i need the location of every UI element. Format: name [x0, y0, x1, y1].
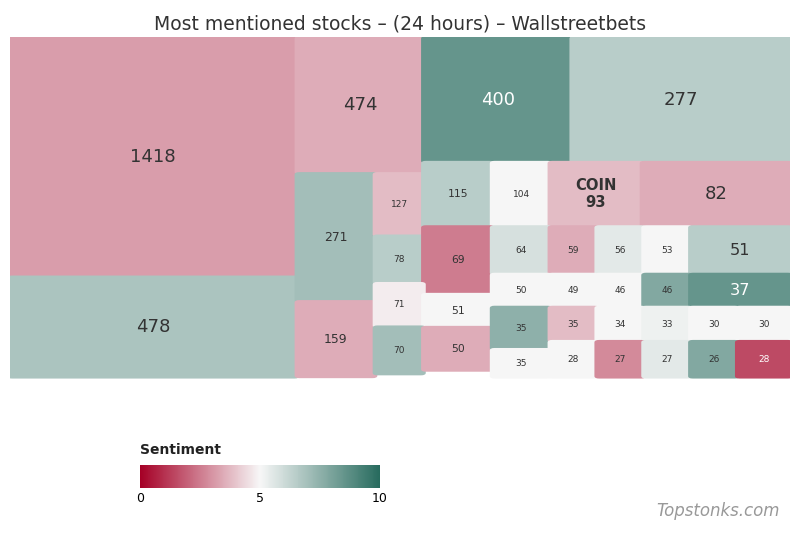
Text: 127: 127	[390, 200, 408, 209]
Text: 27: 27	[614, 355, 626, 364]
Text: 64: 64	[515, 246, 526, 255]
FancyBboxPatch shape	[594, 225, 646, 275]
FancyBboxPatch shape	[373, 235, 426, 285]
FancyBboxPatch shape	[373, 326, 426, 375]
Text: 56: 56	[614, 246, 626, 255]
FancyBboxPatch shape	[373, 282, 426, 328]
FancyBboxPatch shape	[642, 340, 693, 378]
FancyBboxPatch shape	[642, 273, 693, 308]
Text: 37: 37	[730, 283, 750, 298]
Text: 46: 46	[614, 286, 626, 295]
Text: 277: 277	[664, 91, 698, 109]
FancyBboxPatch shape	[490, 225, 552, 275]
FancyBboxPatch shape	[642, 225, 693, 275]
FancyBboxPatch shape	[421, 225, 494, 295]
Text: 30: 30	[708, 319, 720, 328]
FancyBboxPatch shape	[642, 306, 693, 342]
FancyBboxPatch shape	[294, 172, 378, 303]
FancyBboxPatch shape	[547, 225, 599, 275]
FancyBboxPatch shape	[688, 273, 793, 308]
Text: 51: 51	[451, 305, 465, 316]
Text: 50: 50	[451, 344, 465, 354]
FancyBboxPatch shape	[7, 276, 299, 378]
Text: 271: 271	[324, 231, 348, 244]
FancyBboxPatch shape	[735, 306, 793, 342]
FancyBboxPatch shape	[7, 36, 299, 278]
Text: Topstonks.com: Topstonks.com	[657, 502, 780, 520]
Text: 474: 474	[343, 96, 378, 114]
Text: 51: 51	[730, 243, 750, 257]
Text: 159: 159	[324, 333, 348, 345]
Text: 28: 28	[758, 355, 770, 364]
Text: 104: 104	[513, 190, 530, 199]
Text: 115: 115	[447, 189, 468, 199]
Text: 69: 69	[451, 255, 465, 265]
FancyBboxPatch shape	[594, 306, 646, 342]
Text: 27: 27	[662, 355, 673, 364]
FancyBboxPatch shape	[688, 306, 740, 342]
Text: 28: 28	[568, 355, 579, 364]
FancyBboxPatch shape	[547, 273, 599, 308]
FancyBboxPatch shape	[547, 161, 644, 228]
FancyBboxPatch shape	[547, 306, 599, 342]
FancyBboxPatch shape	[294, 300, 378, 378]
Text: 33: 33	[662, 319, 673, 328]
Text: 82: 82	[705, 185, 728, 203]
Text: 34: 34	[614, 319, 626, 328]
FancyBboxPatch shape	[421, 161, 494, 228]
FancyBboxPatch shape	[421, 326, 494, 372]
Text: 478: 478	[136, 318, 170, 336]
Text: COIN
93: COIN 93	[575, 178, 617, 211]
FancyBboxPatch shape	[547, 340, 599, 378]
FancyBboxPatch shape	[640, 161, 793, 228]
FancyBboxPatch shape	[373, 172, 426, 237]
FancyBboxPatch shape	[294, 36, 426, 174]
FancyBboxPatch shape	[594, 273, 646, 308]
Text: 59: 59	[567, 246, 579, 255]
FancyBboxPatch shape	[421, 293, 494, 328]
Text: 70: 70	[394, 346, 405, 355]
Text: 1418: 1418	[130, 148, 176, 166]
FancyBboxPatch shape	[490, 273, 552, 308]
Text: 53: 53	[662, 246, 673, 255]
FancyBboxPatch shape	[490, 306, 552, 350]
Text: Most mentioned stocks – (24 hours) – Wallstreetbets: Most mentioned stocks – (24 hours) – Wal…	[154, 14, 646, 34]
Text: 35: 35	[567, 319, 579, 328]
FancyBboxPatch shape	[421, 36, 574, 163]
FancyBboxPatch shape	[735, 340, 793, 378]
Text: 49: 49	[568, 286, 579, 295]
Text: 30: 30	[758, 319, 770, 328]
Text: 26: 26	[708, 355, 719, 364]
FancyBboxPatch shape	[570, 36, 793, 163]
Text: 35: 35	[515, 359, 526, 368]
FancyBboxPatch shape	[688, 225, 793, 275]
FancyBboxPatch shape	[490, 161, 552, 228]
FancyBboxPatch shape	[490, 348, 552, 378]
Text: 50: 50	[515, 286, 526, 295]
Text: 71: 71	[394, 301, 405, 310]
Text: Sentiment: Sentiment	[140, 443, 221, 457]
FancyBboxPatch shape	[688, 340, 740, 378]
FancyBboxPatch shape	[594, 340, 646, 378]
Text: 78: 78	[394, 255, 405, 264]
Text: 46: 46	[662, 286, 673, 295]
Text: 400: 400	[481, 91, 514, 109]
Text: 35: 35	[515, 324, 526, 333]
